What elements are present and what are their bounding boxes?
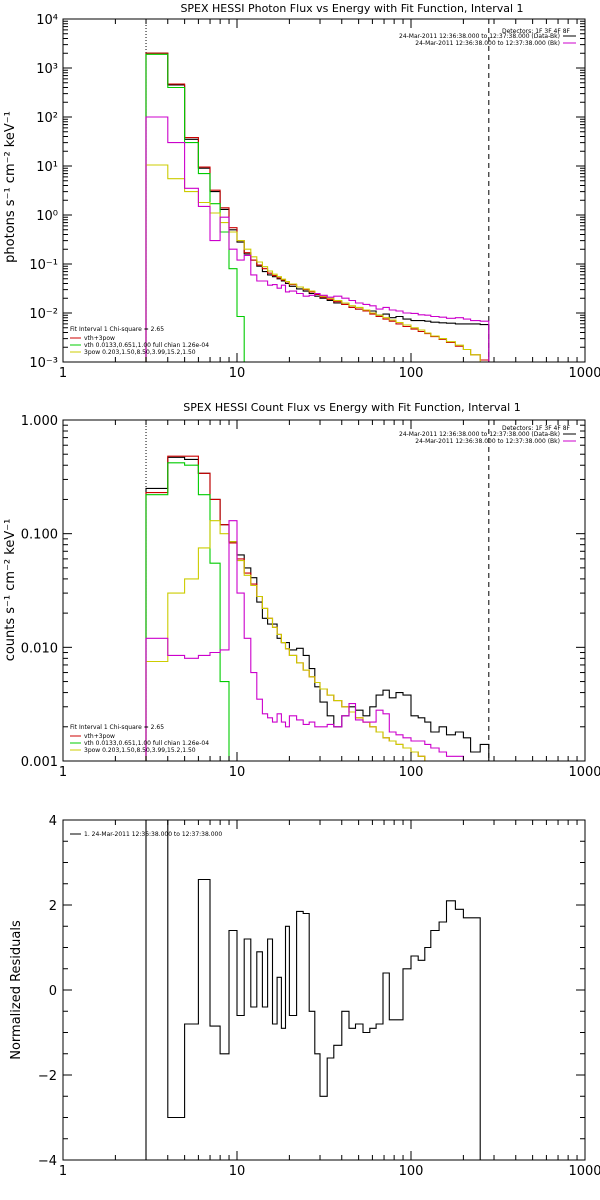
residuals-x-tick-label: 100 [399, 1164, 424, 1179]
photon-y-tick-label: 10² [36, 111, 58, 126]
photon-x-tick-label: 10 [229, 366, 246, 381]
count-plot-frame [62, 419, 586, 762]
photon-fit-title: Fit Interval 1 Chi-square = 2.65 [70, 326, 164, 333]
photon-panel-title: SPEX HESSI Photon Flux vs Energy with Fi… [180, 2, 523, 15]
photon-legend-entry-3pow: 3pow 0.203,1.50,8.50,3.99,15.2,1.50 [84, 349, 196, 356]
count-x-tick-label: 10 [229, 765, 246, 780]
count-series-group [145, 420, 490, 761]
count-panel-title: SPEX HESSI Count Flux vs Energy with Fit… [183, 401, 520, 414]
count-series-data-bk [145, 456, 490, 761]
photon-legend-title: Detectors: 1F 3F 4F 8F [502, 28, 571, 35]
photon-y-tick-label: 10⁻³ [29, 356, 58, 371]
residuals-x-tick-label: 1 [59, 1164, 67, 1179]
photon-flux-panel: SPEX HESSI Photon Flux vs Energy with Fi… [3, 2, 600, 381]
count-legend-entry-vth: vth 0.0133,0.651,1.00 full chian 1.26e-0… [84, 740, 209, 747]
count-y-tick-label: 0.010 [21, 641, 58, 656]
residuals-series-group [145, 820, 481, 1160]
count-series-vth-3pow [145, 455, 432, 761]
photon-y-tick-label: 10⁻¹ [29, 258, 58, 273]
count-legend-title: Detectors: 1F 3F 4F 8F [502, 425, 571, 432]
photon-series-data-bk [145, 52, 490, 362]
count-y-axis-label: counts s⁻¹ cm⁻² keV⁻¹ [3, 519, 18, 662]
count-legend-entry-data: 24-Mar-2011 12:36:38.000 to 12:37:38.000… [399, 431, 560, 438]
photon-y-axis-label: photons s⁻¹ cm⁻² keV⁻¹ [3, 111, 18, 263]
count-x-tick-label: 1000 [568, 765, 600, 780]
count-legend-entry-total: vth+3pow [84, 733, 115, 740]
photon-legend-entry-total: vth+3pow [84, 335, 115, 342]
residuals-y-tick-label: 0 [49, 984, 57, 999]
photon-legend-top: Detectors: 1F 3F 4F 8F 24-Mar-2011 12:36… [399, 28, 576, 47]
photon-axes: 1 10 100 1000 10⁻³ 10⁻² 10⁻¹ 10⁰ 10¹ 10² 10³ 10⁴ [29, 13, 600, 381]
photon-y-tick-label: 10¹ [36, 160, 58, 175]
residuals-y-tick-label: 2 [49, 899, 57, 914]
residuals-y-tick-label: 4 [49, 814, 57, 829]
count-legend-entry-3pow: 3pow 0.203,1.50,8.50,3.99,15.2,1.50 [84, 747, 196, 754]
photon-x-tick-label: 100 [399, 366, 424, 381]
residuals-legend-entry: 1. 24-Mar-2011 12:36:38.000 to 12:37:38.… [84, 831, 222, 838]
count-flux-panel: SPEX HESSI Count Flux vs Energy with Fit… [3, 401, 600, 780]
photon-legend-bottom: Fit Interval 1 Chi-square = 2.65 vth+3po… [70, 326, 209, 356]
photon-series-bk [145, 116, 490, 362]
residuals-legend: 1. 24-Mar-2011 12:36:38.000 to 12:37:38.… [70, 831, 222, 838]
photon-y-tick-label: 10⁻² [29, 307, 58, 322]
photon-y-tick-label: 10⁰ [36, 209, 58, 224]
photon-y-tick-label: 10⁴ [36, 13, 58, 28]
photon-plot-frame [62, 18, 586, 363]
count-legend-top: Detectors: 1F 3F 4F 8F 24-Mar-2011 12:36… [399, 425, 576, 445]
residuals-series-1-24-mar-2011-12-36-38-000-to-12-37-38-000 [145, 820, 481, 1160]
count-axes: 1 10 100 1000 0.001 0.010 0.100 1.000 [21, 414, 600, 780]
residuals-panel: Normalized Residuals 1 10 100 1000 −4 −2 0 2 4 1… [9, 814, 600, 1179]
photon-series-vth-3pow [145, 52, 490, 362]
photon-x-tick-label: 1000 [568, 366, 600, 381]
photon-legend-entry-data: 24-Mar-2011 12:36:38.000 to 12:37:38.000… [399, 33, 560, 40]
count-y-tick-label: 0.100 [21, 528, 58, 543]
photon-legend-entry-bk: 24-Mar-2011 12:36:38.000 to 12:37:38.000… [415, 40, 560, 47]
count-fit-title: Fit Interval 1 Chi-square = 2.65 [70, 724, 164, 731]
photon-series-vth [145, 53, 245, 362]
residuals-y-tick-label: −2 [38, 1069, 57, 1084]
count-x-tick-label: 1 [59, 765, 67, 780]
residuals-y-axis-label: Normalized Residuals [9, 920, 24, 1060]
photon-y-tick-label: 10³ [36, 62, 58, 77]
photon-series-group [145, 19, 490, 362]
residuals-x-tick-label: 10 [229, 1164, 246, 1179]
count-y-tick-label: 1.000 [21, 414, 58, 429]
photon-x-tick-label: 1 [59, 366, 67, 381]
residuals-plot-frame [62, 819, 586, 1161]
count-legend-bottom: Fit Interval 1 Chi-square = 2.65 vth+3po… [70, 724, 209, 754]
count-series-3pow [145, 520, 432, 761]
residuals-axes: 1 10 100 1000 −4 −2 0 2 4 [38, 814, 600, 1179]
count-legend-entry-bk: 24-Mar-2011 12:36:38.000 to 12:37:38.000… [415, 438, 560, 445]
photon-series-3pow [145, 164, 481, 362]
residuals-y-tick-label: −4 [38, 1154, 57, 1169]
count-x-tick-label: 100 [399, 765, 424, 780]
count-y-tick-label: 0.001 [21, 755, 58, 770]
photon-legend-entry-vth: vth 0.0133,0.651,1.00 full chian 1.26e-0… [84, 342, 209, 349]
residuals-x-tick-label: 1000 [568, 1164, 600, 1179]
count-series-bk [145, 520, 481, 761]
